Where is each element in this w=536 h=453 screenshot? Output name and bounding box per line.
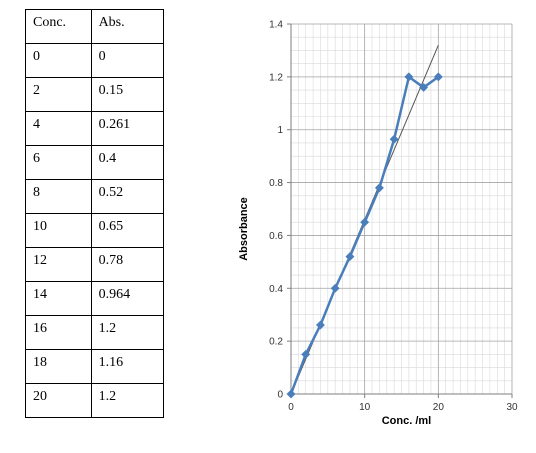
header-abs: Abs.	[90, 9, 165, 44]
cell-conc: 10	[25, 213, 92, 248]
cell-abs: 0.78	[90, 247, 165, 282]
table-row: 10 0.65	[25, 213, 165, 248]
x-tick-label: 30	[506, 402, 518, 413]
data-point	[301, 349, 311, 359]
data-point	[389, 134, 399, 144]
y-tick-label: 0.4	[269, 284, 283, 295]
cell-abs: 0.52	[90, 179, 165, 214]
cell-conc: 0	[25, 43, 92, 78]
cell-abs: 0.964	[90, 281, 165, 316]
data-point	[315, 320, 326, 330]
table-row: 6 0.4	[25, 145, 165, 180]
y-tick-label: 1.2	[269, 72, 283, 83]
cell-abs: 1.2	[90, 383, 165, 418]
data-point	[374, 183, 384, 193]
x-tick-label: 20	[433, 402, 445, 413]
cell-conc: 8	[25, 179, 92, 214]
y-tick-label: 0.6	[269, 231, 283, 242]
cell-abs: 1.16	[90, 349, 165, 384]
table-row: 8 0.52	[25, 179, 165, 214]
cell-conc: 6	[25, 145, 92, 180]
y-tick-label: 0.2	[269, 337, 283, 348]
table-row: 12 0.78	[25, 247, 165, 282]
cell-abs: 1.2	[90, 315, 165, 350]
data-point	[330, 283, 340, 293]
cell-conc: 2	[25, 77, 92, 112]
y-tick-label: 0.8	[269, 178, 283, 189]
cell-abs: 0	[90, 43, 165, 78]
data-point	[404, 72, 414, 82]
table-row: 20 1.2	[25, 383, 165, 418]
cell-conc: 12	[25, 247, 92, 282]
x-tick-label: 0	[288, 402, 294, 413]
x-tick-label: 10	[359, 402, 371, 413]
cell-conc: 4	[25, 111, 92, 146]
cell-conc: 14	[25, 281, 92, 316]
cell-conc: 18	[25, 349, 92, 384]
cell-abs: 0.261	[90, 111, 165, 146]
y-axis-title: Absorbance	[238, 197, 250, 261]
data-table: Conc. Abs. 0 0 2 0.15 4 0.261 6 0.4 8 0.52 10 0.65 12 0…	[25, 9, 165, 418]
cell-abs: 0.4	[90, 145, 165, 180]
cell-conc: 16	[25, 315, 92, 350]
absorbance-chart: 0 0.2 0.4 0.6 0.8 1 1.2 1.4 0 10 20 30 Conc. /ml Abso…	[232, 8, 532, 448]
y-tick-label: 1.4	[269, 20, 283, 31]
cell-conc: 20	[25, 383, 92, 418]
table-row: 2 0.15	[25, 77, 165, 112]
table-row: 18 1.16	[25, 349, 165, 384]
x-axis-title: Conc. /ml	[382, 415, 432, 427]
table-row: 4 0.261	[25, 111, 165, 146]
header-conc: Conc.	[25, 9, 92, 44]
table-row: 16 1.2	[25, 315, 165, 350]
data-point	[360, 217, 370, 227]
data-point	[433, 72, 443, 82]
data-point	[419, 82, 429, 92]
table-header-row: Conc. Abs.	[25, 9, 165, 44]
cell-abs: 0.65	[90, 213, 165, 248]
y-tick-label: 1	[277, 125, 283, 136]
data-point	[286, 389, 296, 399]
data-point	[345, 252, 355, 262]
cell-abs: 0.15	[90, 77, 165, 112]
y-tick-label: 0	[277, 390, 283, 401]
table-row: 14 0.964	[25, 281, 165, 316]
